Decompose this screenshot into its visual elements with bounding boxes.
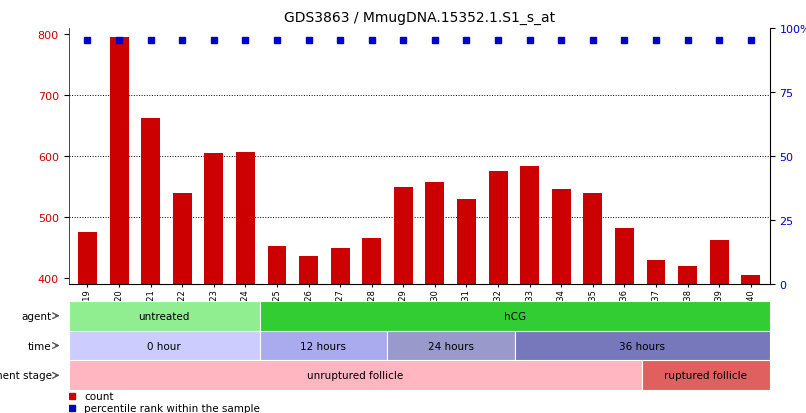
Bar	[236, 152, 255, 285]
Bar	[584, 193, 602, 285]
Text: untreated: untreated	[139, 311, 190, 321]
Text: percentile rank within the sample: percentile rank within the sample	[84, 404, 260, 413]
Bar	[69, 331, 260, 361]
Text: 12 hours: 12 hours	[301, 341, 347, 351]
Bar	[260, 301, 770, 331]
Bar	[710, 241, 729, 285]
Text: development stage: development stage	[0, 370, 52, 380]
Text: 36 hours: 36 hours	[619, 341, 665, 351]
Bar	[742, 275, 760, 285]
Text: ruptured follicle: ruptured follicle	[664, 370, 747, 380]
Bar	[268, 247, 286, 285]
Bar	[615, 228, 634, 285]
Bar	[520, 167, 539, 285]
Bar	[78, 232, 97, 285]
Bar	[205, 154, 223, 285]
Bar	[646, 260, 666, 285]
Bar	[299, 256, 318, 285]
Text: time: time	[28, 341, 52, 351]
Bar	[110, 38, 128, 285]
Title: GDS3863 / MmugDNA.15352.1.S1_s_at: GDS3863 / MmugDNA.15352.1.S1_s_at	[284, 11, 555, 25]
Bar	[552, 190, 571, 285]
Bar	[387, 331, 515, 361]
Text: agent: agent	[22, 311, 52, 321]
Bar	[426, 182, 444, 285]
Text: hCG: hCG	[504, 311, 526, 321]
Bar	[457, 199, 476, 285]
Text: 0 hour: 0 hour	[147, 341, 181, 351]
Bar	[141, 119, 160, 285]
Text: 24 hours: 24 hours	[428, 341, 474, 351]
Bar	[678, 266, 697, 285]
Bar	[515, 331, 770, 361]
Bar	[69, 361, 642, 390]
Text: unruptured follicle: unruptured follicle	[307, 370, 404, 380]
Text: count: count	[84, 391, 114, 401]
Bar	[69, 301, 260, 331]
Bar	[488, 172, 508, 285]
Bar	[642, 361, 770, 390]
Bar	[172, 193, 192, 285]
Bar	[362, 239, 381, 285]
Bar	[330, 248, 350, 285]
Bar	[394, 187, 413, 285]
Bar	[260, 331, 387, 361]
